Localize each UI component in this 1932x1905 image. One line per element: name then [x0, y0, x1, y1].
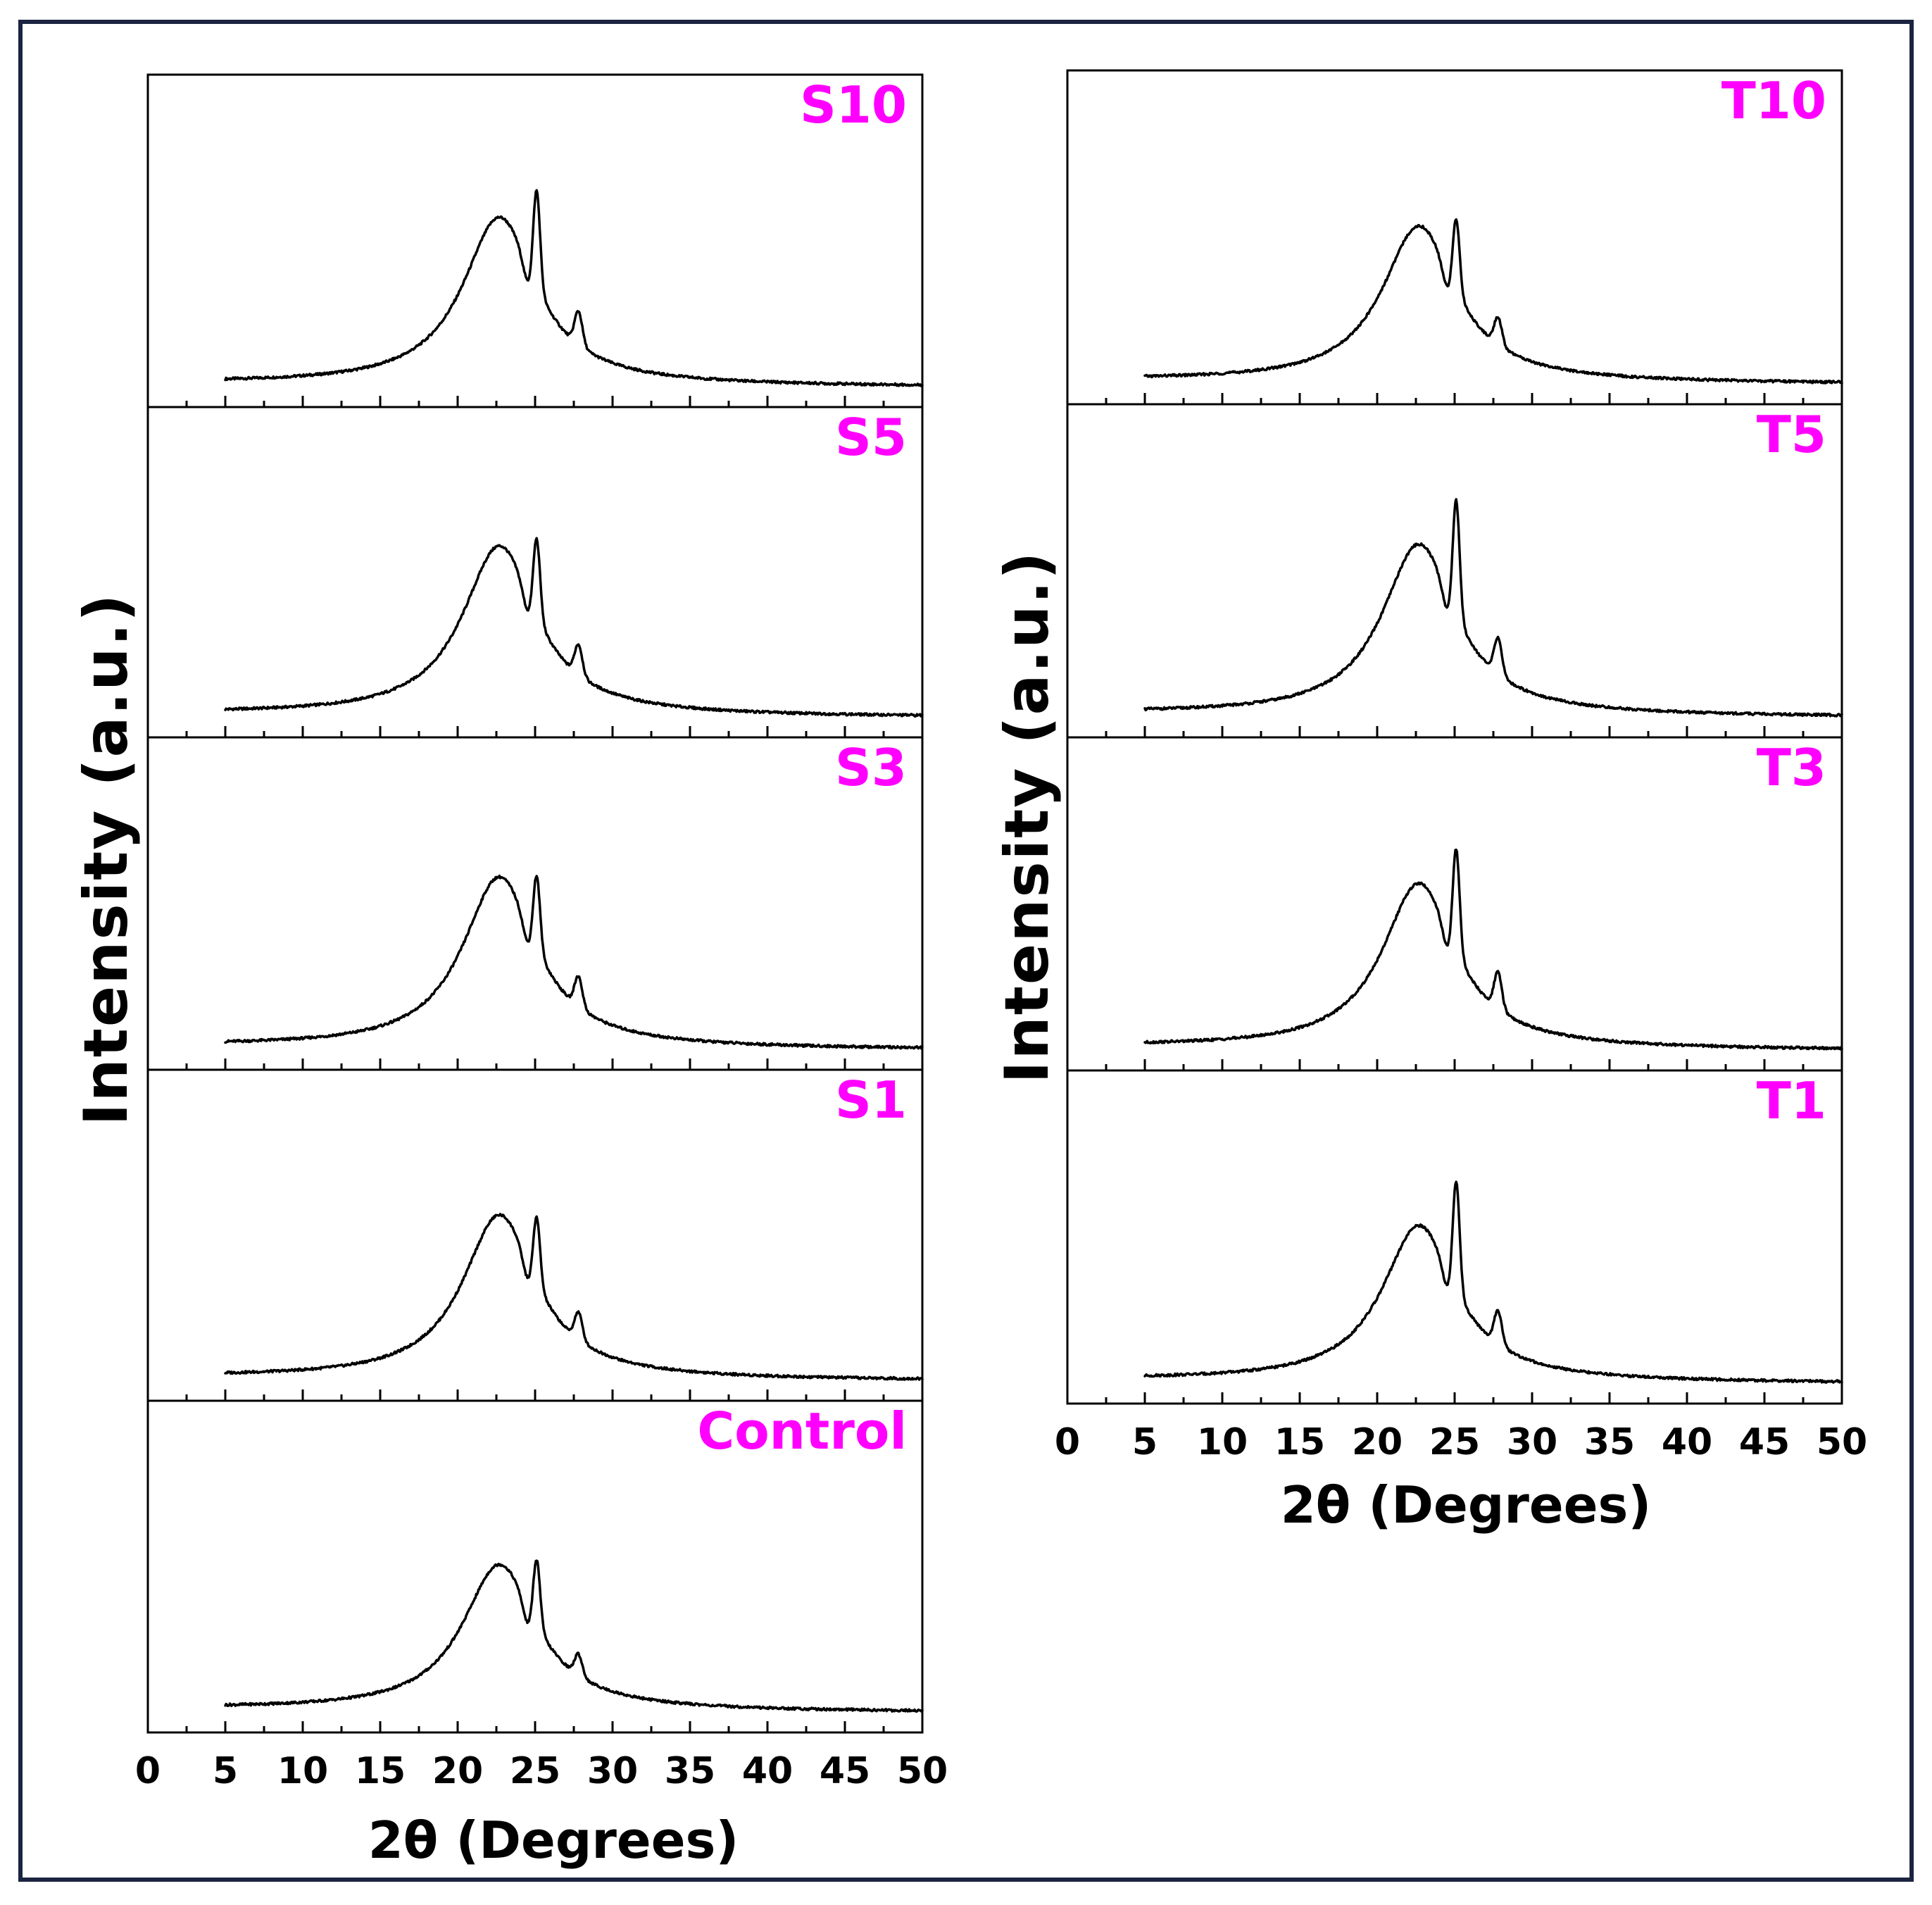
left-panel-label: S10 [800, 75, 907, 135]
x-tick-label: 10 [1197, 1421, 1248, 1463]
left-panel-label: S1 [835, 1070, 907, 1130]
left-x-axis-title: 2θ (Degrees) [368, 1811, 739, 1870]
right-panel-t5: T5 [1066, 403, 1843, 739]
left-panel-frame [146, 736, 924, 1071]
x-tick-label: 45 [1739, 1421, 1790, 1463]
left-panel-s10: S10 [146, 73, 924, 408]
left-panel-control: Control [146, 1399, 924, 1734]
left-panel-s5: S5 [146, 406, 924, 739]
x-tick-label: 10 [277, 1750, 328, 1792]
right-panel-label: T10 [1721, 71, 1826, 130]
x-tick-label: 20 [1352, 1421, 1403, 1463]
left-panel-label: S3 [835, 738, 907, 797]
right-panel-label: T5 [1757, 405, 1826, 464]
right-trace-t1 [1143, 1180, 1843, 1384]
right-trace-t5 [1143, 498, 1843, 718]
right-plot-stack: Intensity (a.u.) 2θ (Degrees) T10T5T3T10… [992, 69, 1867, 1535]
x-tick-label: 50 [1817, 1421, 1867, 1463]
x-tick-label: 15 [355, 1750, 406, 1792]
x-tick-label: 50 [897, 1750, 948, 1792]
right-x-axis-title: 2θ (Degrees) [1281, 1475, 1652, 1535]
x-tick-label: 45 [820, 1750, 870, 1792]
x-tick-label: 0 [135, 1750, 161, 1792]
left-panel-frame [146, 1068, 924, 1402]
x-tick-label: 20 [432, 1750, 483, 1792]
left-trace-control [224, 1559, 924, 1713]
x-tick-label: 40 [1662, 1421, 1712, 1463]
x-tick-label: 30 [587, 1750, 638, 1792]
right-panel-frame [1066, 1069, 1843, 1405]
x-tick-label: 0 [1055, 1421, 1080, 1463]
right-panel-t3: T3 [1066, 736, 1843, 1072]
right-panel-frame [1066, 736, 1843, 1072]
right-y-axis-title: Intensity (a.u.) [992, 551, 1062, 1084]
left-trace-s3 [224, 874, 924, 1050]
x-tick-label: 25 [510, 1750, 560, 1792]
right-trace-t10 [1143, 218, 1843, 385]
figure-frame [18, 20, 1914, 1882]
x-tick-label: 5 [213, 1750, 238, 1792]
left-panel-label: S5 [835, 408, 907, 467]
left-y-axis-title: Intensity (a.u.) [71, 593, 142, 1126]
left-panel-frame [146, 406, 924, 739]
right-panel-label: T1 [1757, 1071, 1826, 1130]
right-panel-frame [1066, 403, 1843, 739]
x-tick-label: 30 [1507, 1421, 1557, 1463]
right-trace-t3 [1143, 848, 1843, 1051]
x-tick-label: 35 [1584, 1421, 1635, 1463]
left-trace-s1 [224, 1213, 924, 1381]
x-tick-label: 40 [742, 1750, 793, 1792]
x-tick-label: 35 [665, 1750, 715, 1792]
x-tick-label: 15 [1274, 1421, 1325, 1463]
x-tick-label: 25 [1429, 1421, 1480, 1463]
right-panel-t1: T1 [1066, 1069, 1843, 1405]
x-tick-label: 5 [1132, 1421, 1158, 1463]
left-panel-label: Control [697, 1401, 907, 1461]
right-panel-t10: T10 [1066, 69, 1843, 406]
left-panel-s3: S3 [146, 736, 924, 1071]
left-trace-s5 [224, 537, 924, 718]
left-trace-s10 [224, 189, 924, 387]
left-panel-s1: S1 [146, 1068, 924, 1402]
right-panel-label: T3 [1757, 738, 1826, 797]
left-plot-stack: Intensity (a.u.) 2θ (Degrees) S10 S5 S3 S1 C… [71, 73, 948, 1870]
